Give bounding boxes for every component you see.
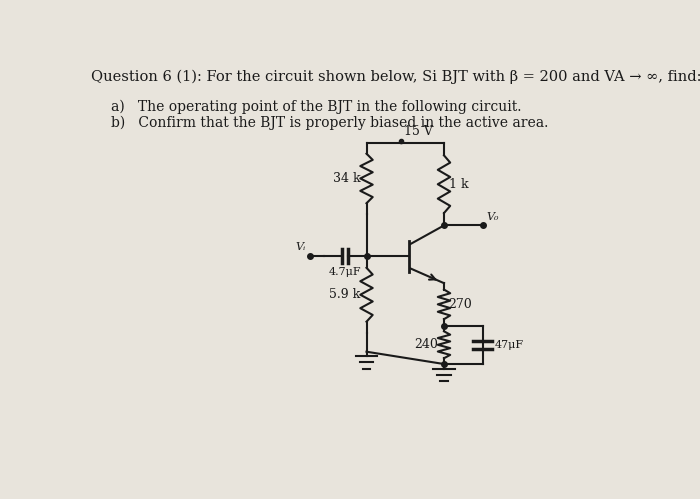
Text: Question 6 (1): For the circuit shown below, Si BJT with β = 200 and VA → ∞, fin: Question 6 (1): For the circuit shown be… (92, 69, 700, 83)
Text: V₀: V₀ (486, 213, 499, 223)
Text: Vᵢ: Vᵢ (296, 242, 306, 251)
Text: 240: 240 (414, 338, 438, 351)
Text: a)   The operating point of the BJT in the following circuit.: a) The operating point of the BJT in the… (111, 100, 522, 114)
Text: 34 k: 34 k (332, 172, 360, 185)
Text: 270: 270 (449, 298, 472, 311)
Text: 1 k: 1 k (449, 178, 468, 191)
Text: 15 V: 15 V (405, 125, 433, 138)
Text: 4.7μF: 4.7μF (328, 267, 361, 277)
Text: 5.9 k: 5.9 k (329, 288, 360, 301)
Text: 47μF: 47μF (495, 340, 524, 350)
Text: b)   Confirm that the BJT is properly biased in the active area.: b) Confirm that the BJT is properly bias… (111, 115, 548, 130)
